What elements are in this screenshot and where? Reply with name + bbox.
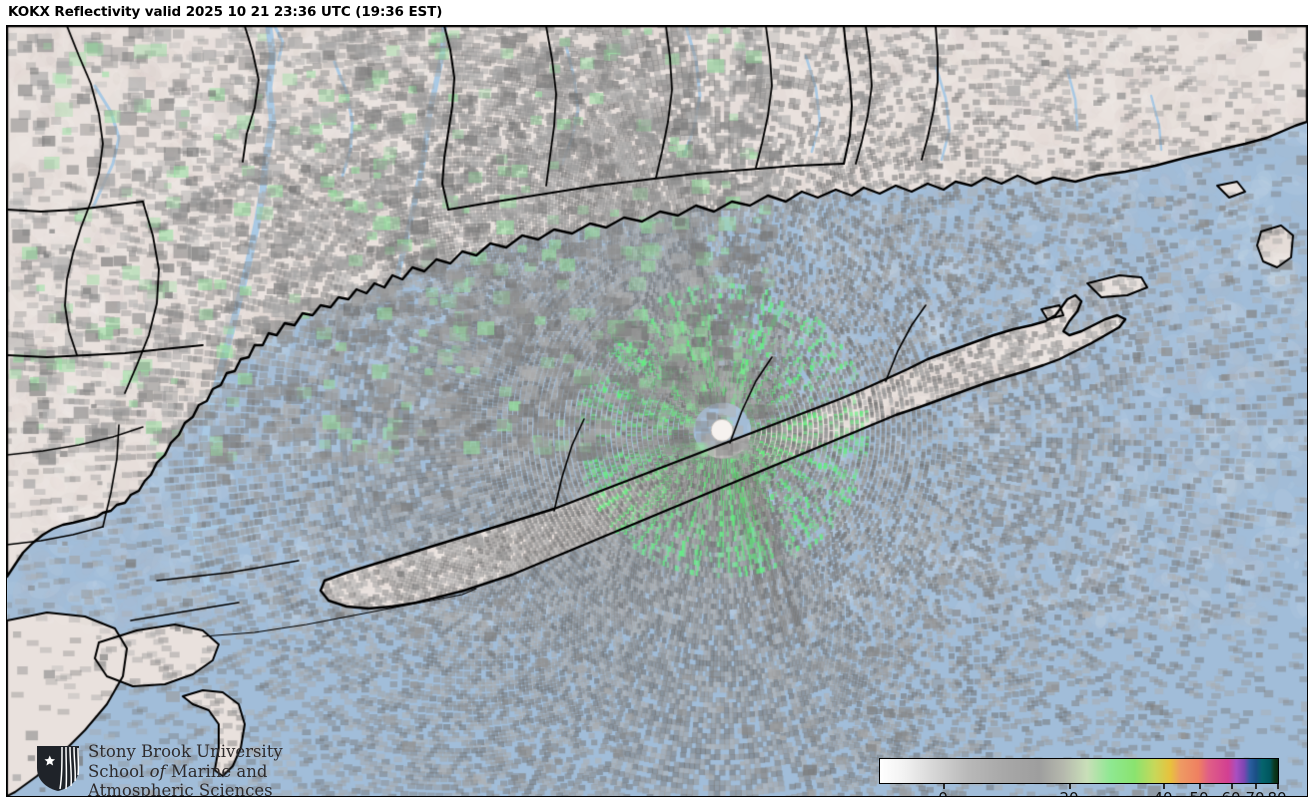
reflectivity-colorbar[interactable]: 0 20 40 50 60 7080 (873, 752, 1287, 796)
colorbar-tick-label: 80 (1267, 789, 1286, 796)
colorbar-tick (1231, 784, 1233, 789)
radar-map-canvas[interactable] (7, 26, 1307, 796)
colorbar-tick-label: 40 (1153, 789, 1172, 796)
radar-map[interactable]: Stony Brook University School of Marine … (6, 25, 1308, 797)
colorbar-tick (1069, 784, 1071, 789)
colorbar-tick-label: 0 (938, 789, 948, 796)
colorbar-bar[interactable] (879, 758, 1279, 784)
colorbar-tick-labels: 0 20 40 50 60 7080 (879, 784, 1287, 796)
colorbar-tick (1199, 784, 1201, 789)
colorbar-tick (1255, 784, 1257, 789)
colorbar-tick-label: 60 (1221, 789, 1240, 796)
colorbar-gradient (880, 759, 1278, 783)
colorbar-tick-label: 50 (1189, 789, 1208, 796)
colorbar-tick (1277, 784, 1279, 789)
colorbar-tick (1163, 784, 1165, 789)
colorbar-tick-label: 20 (1059, 789, 1078, 796)
colorbar-tick-label: 70 (1245, 789, 1264, 796)
colorbar-tick (943, 784, 945, 789)
page-title: KOKX Reflectivity valid 2025 10 21 23:36… (8, 4, 443, 20)
